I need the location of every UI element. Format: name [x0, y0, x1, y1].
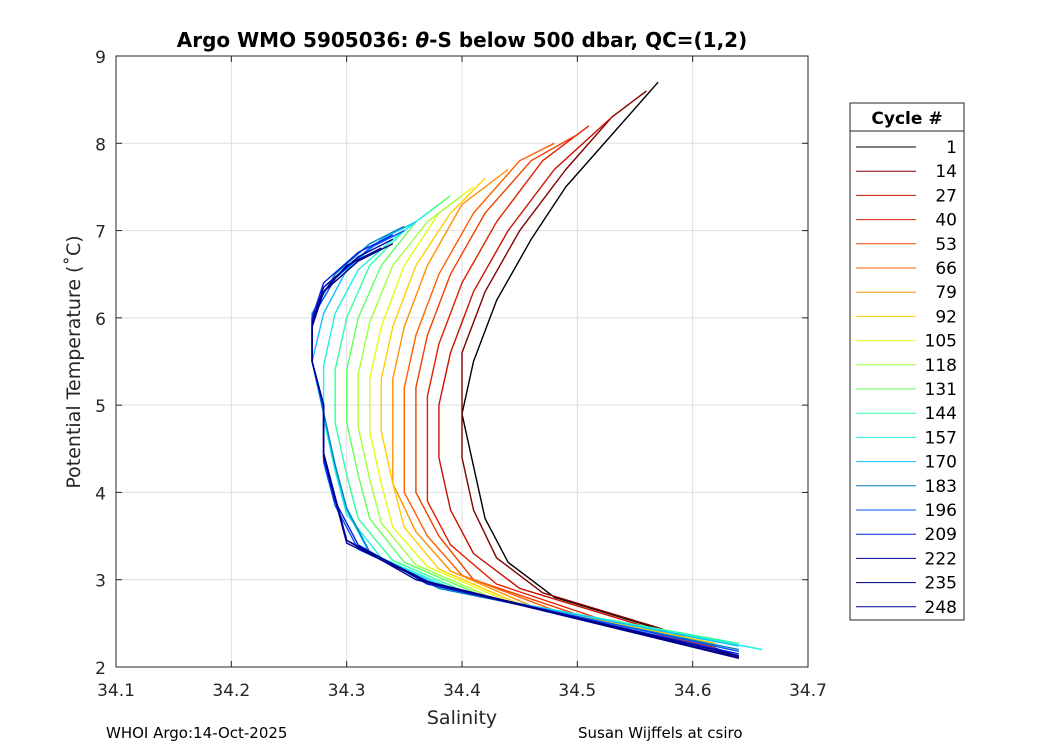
- legend-label: 157: [925, 428, 957, 448]
- x-tick-label: 34.2: [212, 681, 250, 701]
- legend-label: 144: [925, 404, 957, 424]
- legend-label: 27: [935, 186, 957, 206]
- series-layer: [311, 81, 763, 659]
- series-line-cycle-131: [346, 195, 728, 644]
- series-line-cycle-66: [403, 142, 716, 646]
- y-tick-label: 4: [95, 484, 106, 504]
- legend-label: 183: [925, 477, 957, 497]
- legend-label: 92: [935, 307, 957, 327]
- footer-left-credit: WHOI Argo:14-Oct-2025: [106, 724, 288, 742]
- legend-label: 53: [935, 235, 957, 255]
- y-tick-label: 5: [95, 397, 106, 417]
- x-tick-label: 34.5: [558, 681, 596, 701]
- legend-label: 40: [935, 211, 957, 231]
- legend-label: 248: [925, 598, 957, 618]
- x-axis-ticks: 34.1 34.2 34.3 34.4 34.5 34.6 34.7: [97, 56, 827, 701]
- x-tick-label: 34.1: [97, 681, 135, 701]
- series-line-cycle-144: [334, 203, 739, 645]
- legend-title: Cycle #: [871, 109, 942, 129]
- legend-label: 235: [925, 574, 957, 594]
- legend-label: 222: [925, 549, 957, 569]
- y-tick-label: 9: [95, 48, 106, 68]
- series-line-cycle-40: [426, 125, 716, 651]
- legend-label: 209: [925, 525, 957, 545]
- series-line-cycle-53: [415, 133, 716, 649]
- series-line-cycle-79: [392, 168, 716, 646]
- y-tick-label: 3: [95, 572, 106, 592]
- series-line-cycle-248: [311, 247, 739, 659]
- y-axis-label: Potential Temperature (˚C): [63, 235, 85, 488]
- legend-label: 1: [946, 138, 957, 158]
- x-tick-label: 34.4: [443, 681, 481, 701]
- y-axis-ticks: 2 3 4 5 6 7 8 9: [95, 48, 808, 679]
- legend-label: 105: [925, 332, 957, 352]
- x-tick-label: 34.7: [789, 681, 827, 701]
- legend: Cycle # 1 14 27 40 53 66 79 92 105 118 131 144 157 17…: [849, 102, 965, 621]
- series-line-cycle-92: [380, 177, 716, 645]
- legend-label: 196: [925, 501, 957, 521]
- legend-label: 14: [935, 162, 957, 182]
- y-tick-label: 8: [95, 135, 106, 155]
- footer-right-credit: Susan Wijffels at csiro: [578, 724, 743, 742]
- x-tick-label: 34.3: [328, 681, 366, 701]
- series-line-cycle-14: [461, 90, 740, 658]
- legend-label: 131: [925, 380, 957, 400]
- x-axis-label: Salinity: [427, 707, 497, 729]
- series-line-cycle-118: [357, 195, 728, 644]
- y-tick-label: 6: [95, 310, 106, 330]
- series-line-cycle-27: [438, 116, 728, 655]
- y-tick-label: 2: [95, 659, 106, 679]
- legend-label: 118: [925, 356, 957, 376]
- legend-label: 66: [935, 259, 957, 279]
- legend-label: 79: [935, 283, 957, 303]
- y-tick-label: 7: [95, 223, 106, 243]
- x-tick-label: 34.6: [674, 681, 712, 701]
- series-line-cycle-105: [369, 186, 728, 645]
- chart-title: Argo WMO 5905036: θ-S below 500 dbar, QC…: [177, 28, 747, 52]
- legend-label: 170: [925, 453, 957, 473]
